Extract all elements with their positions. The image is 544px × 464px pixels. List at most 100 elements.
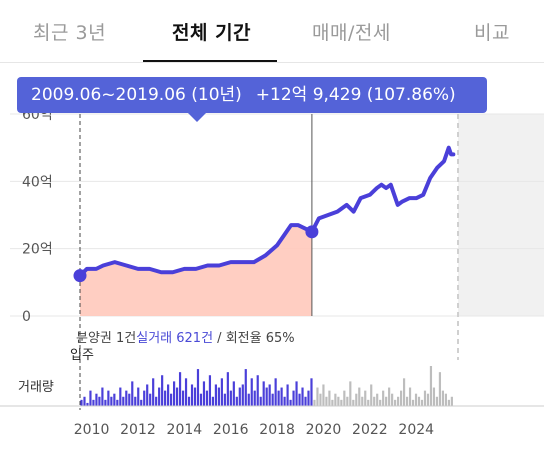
- volume-bar: [238, 387, 241, 406]
- volume-bar: [164, 390, 167, 406]
- volume-bar: [426, 393, 430, 406]
- volume-bar: [346, 396, 349, 406]
- volume-bar: [313, 399, 316, 406]
- volume-bar: [277, 390, 280, 406]
- future-region: [458, 114, 544, 316]
- volume-bar: [241, 384, 244, 406]
- volume-bar: [98, 396, 101, 406]
- tooltip-period: 2009.06~2019.06 (10년): [31, 85, 242, 105]
- volume-bar: [232, 381, 235, 406]
- volume-bar: [208, 375, 212, 406]
- volume-bar: [334, 393, 337, 406]
- tab-all-period[interactable]: 전체 기간: [172, 22, 252, 44]
- volume-bar: [349, 381, 352, 406]
- volume-bar: [193, 387, 197, 406]
- volume-bar: [340, 399, 343, 406]
- volume-bar: [220, 378, 223, 406]
- volume-bar: [355, 393, 358, 406]
- volume-bar: [325, 396, 328, 406]
- volume-bar: [190, 384, 194, 406]
- volume-bar: [364, 390, 367, 406]
- volume-bar: [155, 396, 158, 406]
- volume-bar: [137, 387, 140, 406]
- volume-bar: [205, 390, 209, 406]
- y-tick-label: 0: [22, 309, 31, 325]
- volume-bar: [134, 396, 137, 406]
- volume-bar: [379, 399, 382, 406]
- volume-bar: [423, 390, 427, 406]
- volume-bar: [196, 369, 200, 406]
- volume-bar: [202, 381, 206, 406]
- volume-bar: [83, 396, 86, 406]
- x-tick-label: 2016: [213, 422, 249, 438]
- volume-bar: [158, 387, 161, 406]
- volume-bar: [161, 375, 164, 406]
- tab-compare[interactable]: 비교: [474, 22, 510, 44]
- tooltip-pointer: [188, 113, 206, 122]
- volume-bar: [86, 402, 89, 406]
- volume-bar: [211, 396, 215, 406]
- volume-bar: [450, 396, 453, 406]
- tab-sale-lease[interactable]: 매매/전세: [312, 22, 391, 44]
- volume-bar: [146, 384, 149, 406]
- volume-bar: [295, 381, 298, 406]
- volume-bar: [399, 390, 403, 406]
- move-in-label: 입주: [70, 348, 94, 363]
- volume-bar: [143, 390, 146, 406]
- volume-bar: [92, 399, 95, 406]
- volume-bar: [175, 387, 179, 406]
- volume-bar: [223, 393, 226, 406]
- trade-count[interactable]: 실거래 621건: [136, 331, 214, 346]
- volume-bar: [116, 399, 119, 406]
- price-line: [78, 145, 456, 278]
- trade-info: 분양권 1건실거래 621건 / 회전율 65%: [76, 327, 295, 346]
- volume-bar: [438, 372, 442, 406]
- volume-bar: [292, 390, 295, 406]
- volume-bar: [376, 393, 379, 406]
- volume-bar: [289, 399, 292, 406]
- volume-bar: [435, 396, 439, 406]
- volume-bar: [367, 399, 370, 406]
- tab-bar: 최근 3년 전체 기간 매매/전세 비교: [0, 0, 544, 63]
- volume-bar: [432, 387, 436, 406]
- volume-bar: [420, 399, 424, 406]
- volume-bar: [122, 396, 125, 406]
- active-tab-indicator: [143, 60, 277, 63]
- volume-bar: [429, 366, 433, 406]
- x-tick-label: 2014: [167, 422, 203, 438]
- x-tick-label: 2018: [259, 422, 295, 438]
- volume-bar: [119, 387, 122, 406]
- selection-start-point: [73, 269, 87, 283]
- x-tick-label: 2012: [120, 422, 156, 438]
- volume-bar: [283, 396, 286, 406]
- volume-bar: [337, 396, 340, 406]
- volume-bar: [247, 393, 250, 406]
- y-tick-label: 20억: [22, 242, 53, 258]
- volume-bar: [253, 390, 256, 406]
- volume-bar: [394, 399, 397, 406]
- volume-bar: [229, 390, 232, 406]
- volume-bar: [170, 393, 173, 406]
- volume-bar: [199, 393, 203, 406]
- volume-bar: [187, 396, 191, 406]
- volume-bar: [110, 396, 113, 406]
- volume-bar: [95, 393, 98, 406]
- tab-recent-3-years[interactable]: 최근 3년: [33, 22, 107, 44]
- volume-bar: [268, 384, 271, 406]
- x-tick-label: 2010: [74, 422, 110, 438]
- volume-bar: [226, 372, 229, 406]
- volume-bar: [352, 399, 355, 406]
- volume-bar: [447, 399, 450, 406]
- y-tick-label: 40억: [22, 174, 53, 190]
- volume-bar: [361, 396, 364, 406]
- volume-bar: [373, 396, 376, 406]
- volume-bar: [405, 396, 409, 406]
- volume-bar: [310, 378, 313, 406]
- volume-bar: [244, 369, 247, 406]
- x-tick-label: 2024: [398, 422, 434, 438]
- volume-bar: [125, 390, 128, 406]
- volume-bar: [131, 381, 134, 406]
- volume-bar: [414, 393, 418, 406]
- volume-bar: [304, 396, 307, 406]
